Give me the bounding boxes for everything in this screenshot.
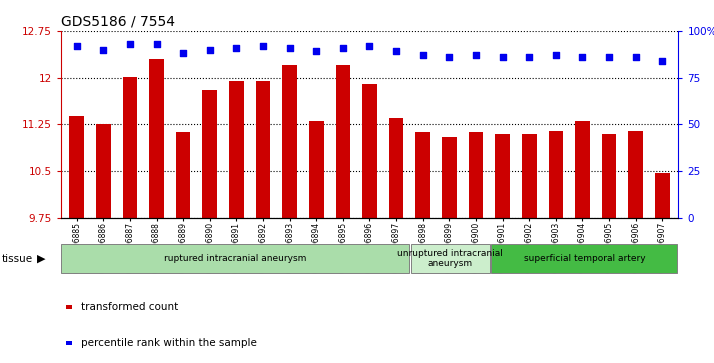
Bar	[362, 84, 377, 218]
Text: unruptured intracranial
aneurysm: unruptured intracranial aneurysm	[397, 249, 503, 268]
Point	[337, 45, 348, 50]
Bar	[491, 244, 678, 273]
Bar	[655, 173, 670, 218]
Bar	[628, 131, 643, 218]
Point	[577, 54, 588, 60]
Point	[151, 41, 162, 47]
Bar	[548, 131, 563, 218]
Point	[657, 58, 668, 64]
Bar	[411, 244, 490, 273]
Point	[630, 54, 641, 60]
Point	[257, 43, 268, 49]
Bar	[282, 65, 297, 218]
Bar	[149, 59, 164, 218]
Bar	[96, 124, 111, 218]
Point	[603, 54, 615, 60]
Bar	[203, 90, 217, 218]
Point	[471, 52, 482, 58]
Bar	[468, 132, 483, 218]
Text: superficial temporal artery: superficial temporal artery	[523, 254, 645, 263]
Point	[497, 54, 508, 60]
Bar	[123, 77, 137, 218]
Bar	[602, 134, 616, 218]
Bar	[176, 132, 191, 218]
Point	[417, 52, 428, 58]
Point	[204, 46, 216, 52]
Bar	[69, 116, 84, 218]
Bar	[256, 81, 271, 218]
Bar	[309, 121, 323, 218]
Point	[124, 41, 136, 47]
Text: ▶: ▶	[37, 254, 46, 264]
Text: percentile rank within the sample: percentile rank within the sample	[81, 338, 257, 348]
Point	[363, 43, 375, 49]
Point	[178, 50, 189, 56]
Bar	[336, 65, 350, 218]
Point	[311, 49, 322, 54]
Point	[231, 45, 242, 50]
Point	[98, 46, 109, 52]
Bar	[416, 132, 430, 218]
Bar	[61, 244, 409, 273]
Point	[284, 45, 296, 50]
Point	[550, 52, 561, 58]
Text: GDS5186 / 7554: GDS5186 / 7554	[61, 14, 175, 28]
Bar	[389, 118, 403, 218]
Text: tissue: tissue	[1, 254, 33, 264]
Point	[523, 54, 535, 60]
Bar	[575, 121, 590, 218]
Bar	[522, 134, 536, 218]
Bar	[229, 81, 243, 218]
Point	[71, 43, 82, 49]
Bar	[442, 137, 457, 218]
Point	[443, 54, 455, 60]
Text: transformed count: transformed count	[81, 302, 178, 312]
Bar	[496, 134, 510, 218]
Point	[391, 49, 402, 54]
Text: ruptured intracranial aneurysm: ruptured intracranial aneurysm	[164, 254, 306, 263]
